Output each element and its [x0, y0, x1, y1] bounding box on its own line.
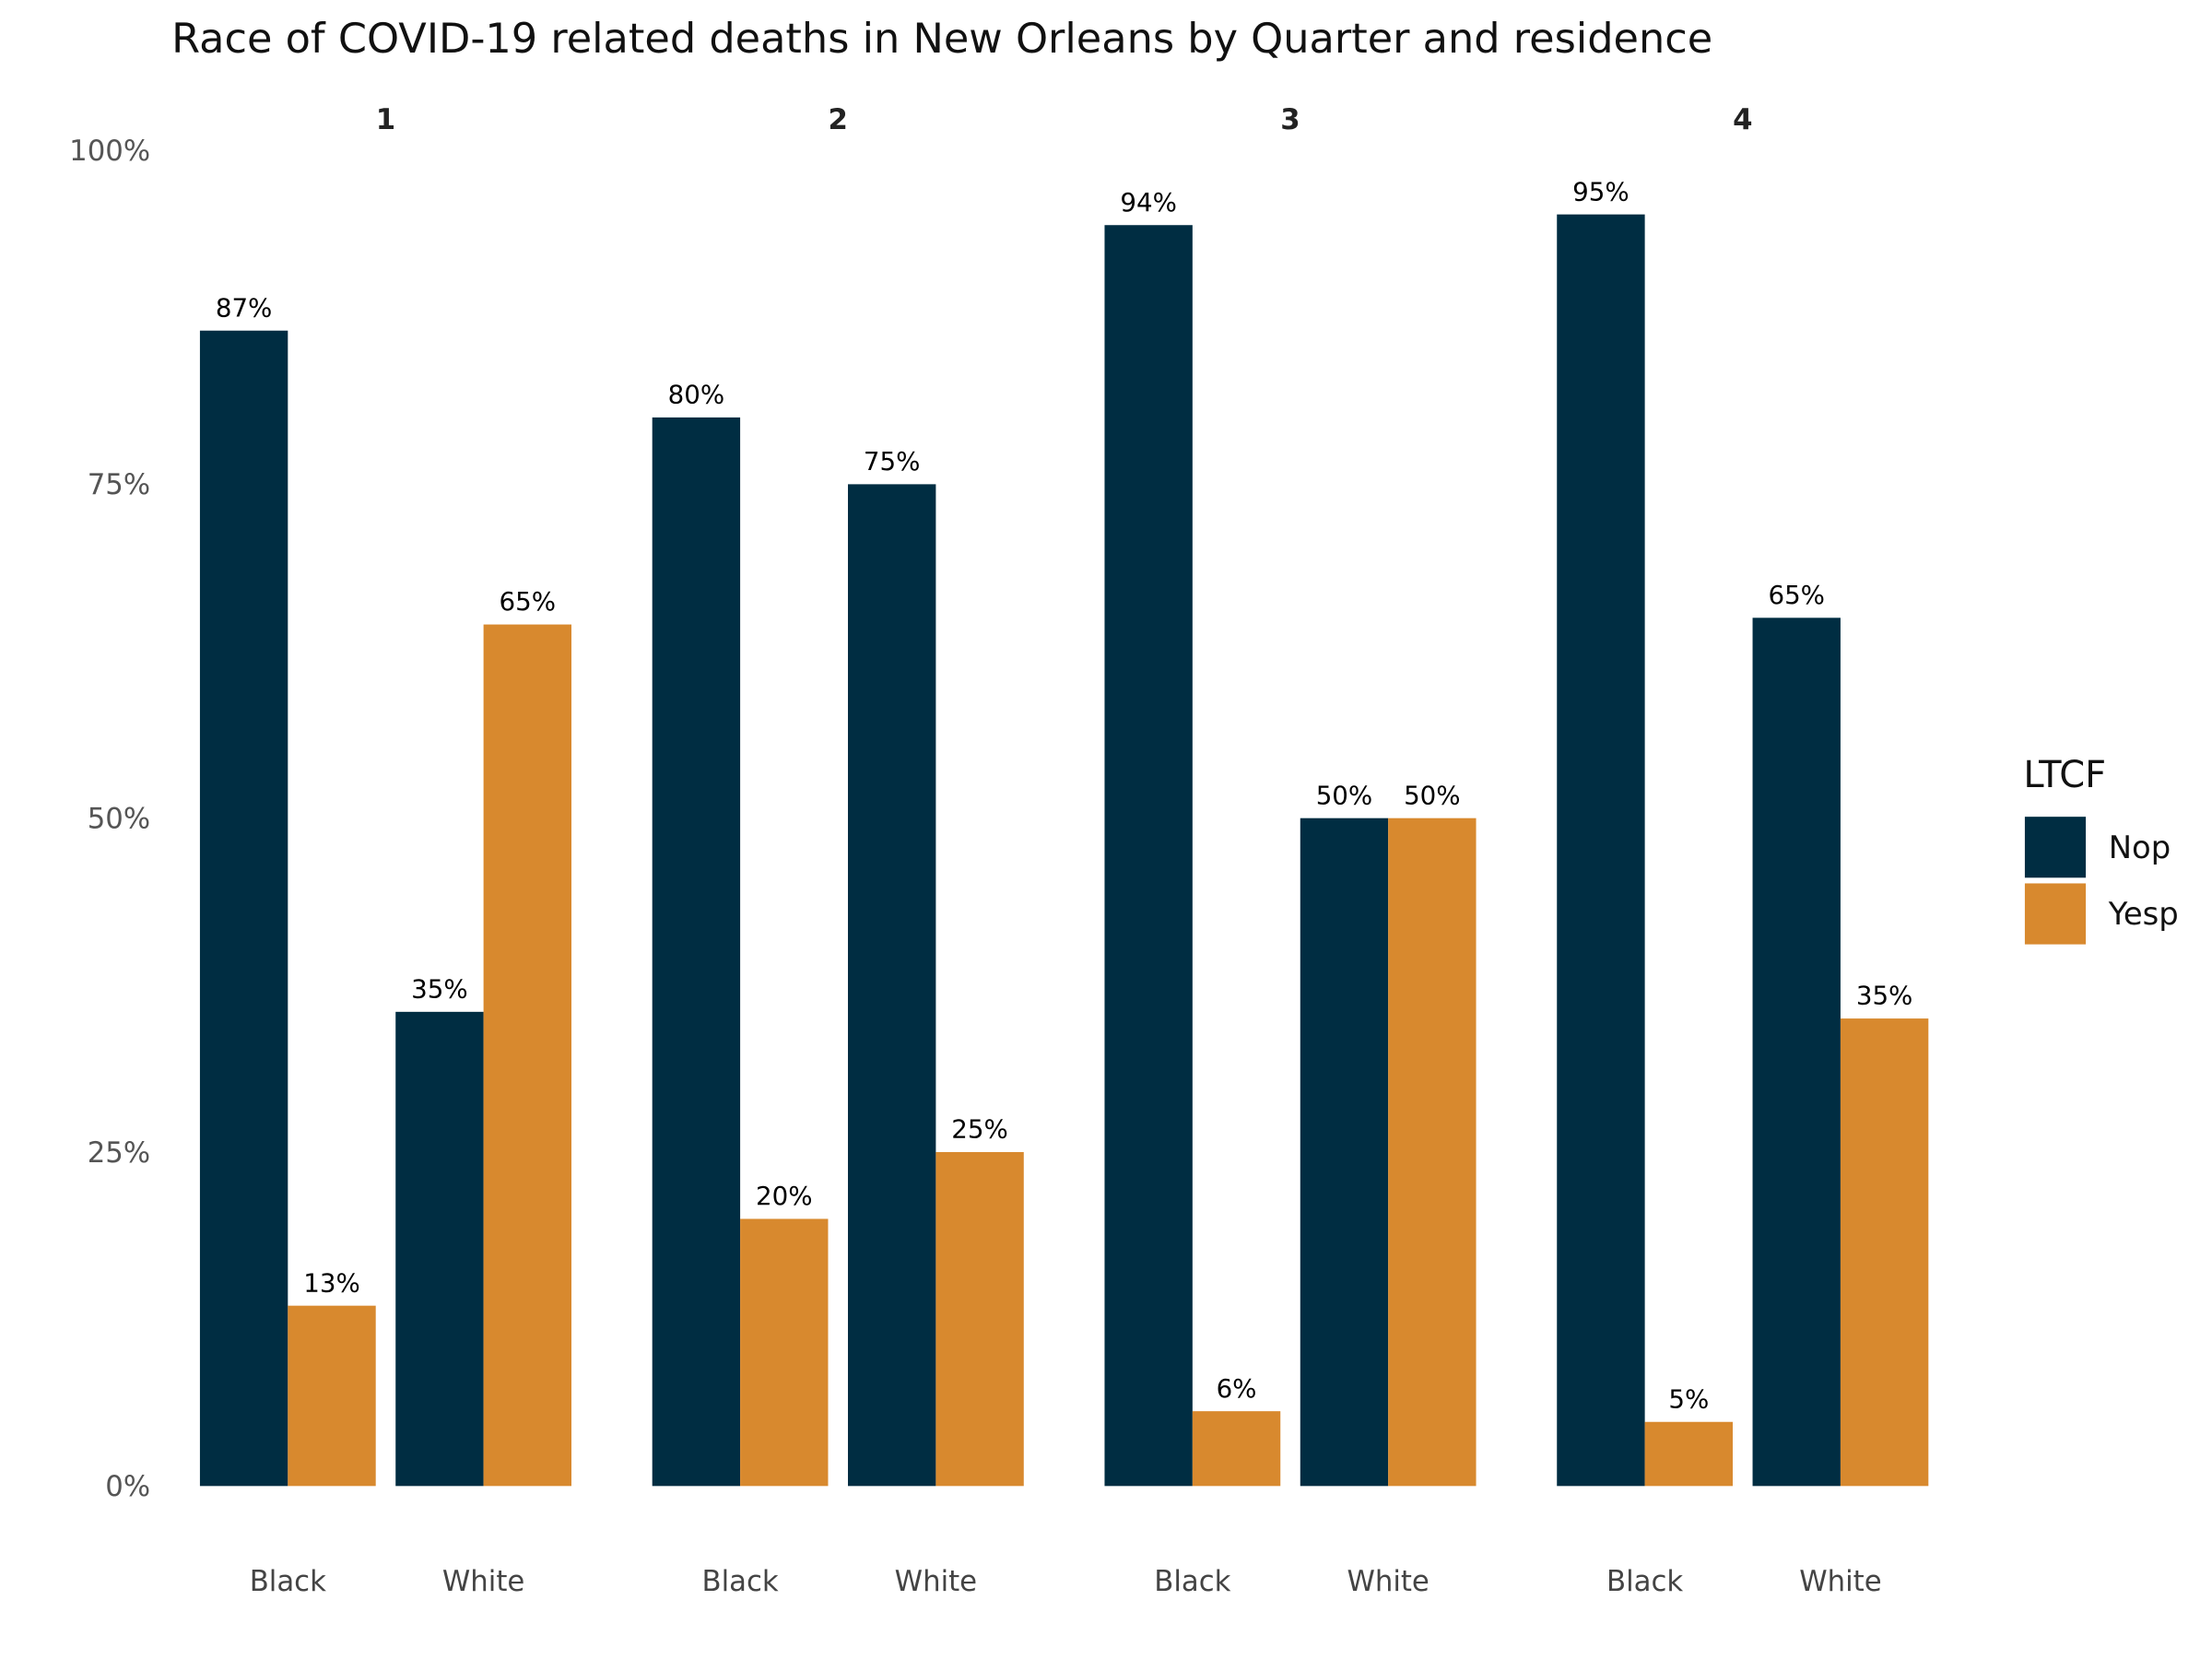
facet-strip-label: 3 — [1280, 103, 1300, 136]
x-tick-label: Black — [1154, 1565, 1230, 1598]
chart-title: Race of COVID-19 related deaths in New O… — [171, 15, 1712, 63]
data-label: 94% — [1120, 187, 1177, 218]
facet-strip-label: 1 — [376, 103, 395, 136]
data-label: 20% — [756, 1181, 813, 1211]
bar-yesp — [740, 1218, 829, 1487]
legend-title: LTCF — [2023, 754, 2106, 796]
y-tick-label: 100% — [69, 135, 150, 168]
bar-yesp — [1388, 818, 1477, 1487]
bar-nop — [1104, 225, 1193, 1487]
bar-nop — [1752, 618, 1841, 1487]
x-tick-label: Black — [1606, 1565, 1683, 1598]
bar-yesp — [1644, 1421, 1733, 1487]
data-label: 65% — [1768, 580, 1825, 610]
x-tick-label: Black — [250, 1565, 326, 1598]
y-tick-label: 25% — [88, 1136, 150, 1170]
y-tick-label: 50% — [88, 802, 150, 835]
facet-strip-label: 2 — [829, 103, 848, 136]
x-tick-label: White — [895, 1565, 977, 1598]
legend-label-yesp: Yesp — [2108, 896, 2179, 932]
x-tick-label: White — [1347, 1565, 1429, 1598]
data-label: 50% — [1316, 780, 1373, 810]
bar-nop — [1300, 818, 1389, 1487]
data-label: 50% — [1404, 780, 1461, 810]
data-label: 75% — [864, 446, 921, 477]
bar-nop — [395, 1011, 484, 1487]
y-tick-label: 75% — [88, 468, 150, 501]
y-tick-label: 0% — [105, 1470, 150, 1503]
data-label: 35% — [411, 973, 468, 1004]
facet-strip-label: 4 — [1733, 103, 1752, 136]
data-label: 80% — [668, 380, 725, 410]
x-tick-label: White — [1799, 1565, 1881, 1598]
data-label: 35% — [1856, 981, 1913, 1011]
bar-nop — [1557, 214, 1645, 1487]
bar-yesp — [288, 1305, 376, 1487]
legend-label-nop: Nop — [2109, 830, 2171, 865]
data-label: 5% — [1668, 1383, 1709, 1414]
bar-yesp — [1840, 1018, 1929, 1487]
data-label: 65% — [500, 586, 557, 617]
bar-nop — [652, 417, 741, 1487]
legend-swatch-nop — [2024, 817, 2087, 878]
x-tick-label: Black — [701, 1565, 778, 1598]
bar-yesp — [935, 1152, 1024, 1487]
x-tick-label: White — [442, 1565, 524, 1598]
legend: LTCF Nop Yesp — [2023, 754, 2179, 945]
bar-nop — [199, 330, 288, 1487]
bar-nop — [848, 484, 936, 1487]
data-label: 95% — [1572, 176, 1630, 206]
bar-yesp — [483, 624, 571, 1487]
data-label: 25% — [951, 1114, 1008, 1145]
data-label: 6% — [1217, 1373, 1257, 1404]
data-label: 13% — [303, 1267, 360, 1298]
bar-yesp — [1192, 1411, 1281, 1487]
legend-swatch-yesp — [2024, 883, 2087, 945]
data-label: 87% — [216, 292, 273, 323]
